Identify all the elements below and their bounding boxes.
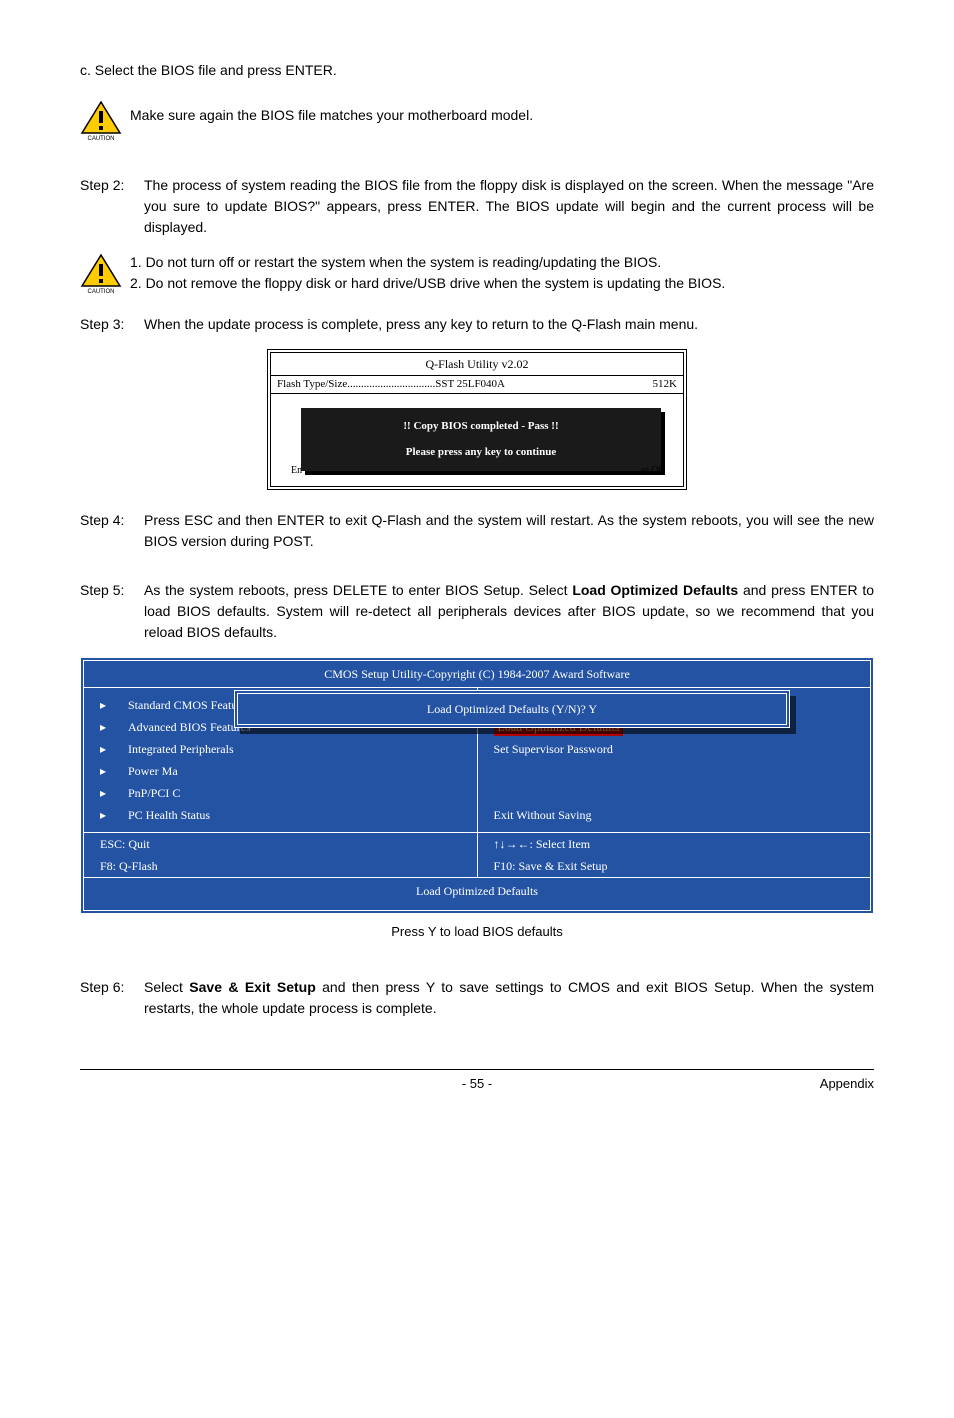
figure-caption: Press Y to load BIOS defaults	[80, 922, 874, 942]
cmos-item[interactable]: Exit Without Saving	[494, 804, 855, 826]
page-footer: - 55 - Appendix	[80, 1069, 874, 1094]
step-label: Step 6:	[80, 977, 144, 1019]
qflash-br: er Off	[641, 463, 665, 478]
cmos-item[interactable]: ▸Integrated Peripherals	[100, 738, 461, 760]
caution-line-2: 2. Do not remove the floppy disk or hard…	[130, 273, 725, 294]
step-c: c. Select the BIOS file and press ENTER.	[80, 60, 874, 81]
caution-text: 1. Do not turn off or restart the system…	[130, 252, 725, 294]
qflash-message-box: !! Copy BIOS completed - Pass !! Please …	[301, 408, 661, 471]
step-body: When the update process is complete, pre…	[144, 314, 874, 335]
arrow-icon: ▸	[100, 784, 108, 802]
step-4: Step 4: Press ESC and then ENTER to exit…	[80, 510, 874, 552]
svg-text:CAUTION: CAUTION	[88, 136, 115, 141]
qflash-title: Q-Flash Utility v2.02	[271, 353, 683, 376]
arrow-icon: ▸	[100, 806, 108, 824]
caution-line-1: 1. Do not turn off or restart the system…	[130, 252, 725, 273]
caution-block-1: CAUTION Make sure again the BIOS file ma…	[80, 99, 874, 147]
page-number: - 55 -	[462, 1074, 492, 1094]
select-hint: ↑↓→←: Select Item	[478, 833, 871, 855]
step-3: Step 3: When the update process is compl…	[80, 314, 874, 335]
arrow-icon: ▸	[100, 718, 108, 736]
esc-hint: ESC: Quit	[84, 833, 478, 855]
cmos-item[interactable]: Set Supervisor Password	[494, 738, 855, 760]
qflash-flash-row: Flash Type/Size.........................…	[271, 376, 683, 394]
cmos-setup-dialog: CMOS Setup Utility-Copyright (C) 1984-20…	[80, 657, 874, 914]
step-label: Step 5:	[80, 580, 144, 643]
f10-hint: F10: Save & Exit Setup	[478, 855, 871, 877]
step-body: The process of system reading the BIOS f…	[144, 175, 874, 238]
step-5: Step 5: As the system reboots, press DEL…	[80, 580, 874, 643]
cmos-loadopt-footer: Load Optimized Defaults	[84, 877, 870, 910]
arrow-icon: ▸	[100, 696, 108, 714]
step-6: Step 6: Select Save & Exit Setup and the…	[80, 977, 874, 1019]
arrow-icon: ▸	[100, 762, 108, 780]
cmos-popup[interactable]: Load Optimized Defaults (Y/N)? Y	[234, 690, 790, 728]
cmos-title: CMOS Setup Utility-Copyright (C) 1984-20…	[84, 661, 870, 688]
step-body: As the system reboots, press DELETE to e…	[144, 580, 874, 643]
cmos-item[interactable]: ▸PC Health Status	[100, 804, 461, 826]
step-label: Step 2:	[80, 175, 144, 238]
step-label: Step 4:	[80, 510, 144, 552]
step-2: Step 2: The process of system reading th…	[80, 175, 874, 238]
cmos-item[interactable]: ▸Power Ma	[100, 760, 461, 782]
f8-hint: F8: Q-Flash	[84, 855, 478, 877]
caution-icon: CAUTION	[80, 99, 122, 147]
qflash-dialog: Q-Flash Utility v2.02 Flash Type/Size...…	[267, 349, 687, 490]
step-label: Step 3:	[80, 314, 144, 335]
cmos-footer-row-1: ESC: Quit ↑↓→←: Select Item	[84, 832, 870, 855]
step-body: Press ESC and then ENTER to exit Q-Flash…	[144, 510, 874, 552]
cmos-item[interactable]: ▸PnP/PCI C	[100, 782, 461, 804]
cmos-footer-row-2: F8: Q-Flash F10: Save & Exit Setup	[84, 855, 870, 877]
flash-size: 512K	[653, 376, 677, 393]
arrow-icon: ▸	[100, 740, 108, 758]
caution-icon: CAUTION	[80, 252, 122, 300]
svg-text:CAUTION: CAUTION	[88, 289, 115, 294]
caution-block-2: CAUTION 1. Do not turn off or restart th…	[80, 252, 874, 300]
qflash-msg-1: !! Copy BIOS completed - Pass !!	[301, 418, 661, 435]
flash-type: Flash Type/Size.........................…	[277, 376, 505, 393]
caution-text: Make sure again the BIOS file matches yo…	[130, 99, 533, 126]
step-body: Select Save & Exit Setup and then press …	[144, 977, 874, 1019]
section-name: Appendix	[820, 1074, 874, 1094]
qflash-msg-2: Please press any key to continue	[301, 444, 661, 461]
qflash-bl: En	[291, 463, 302, 478]
